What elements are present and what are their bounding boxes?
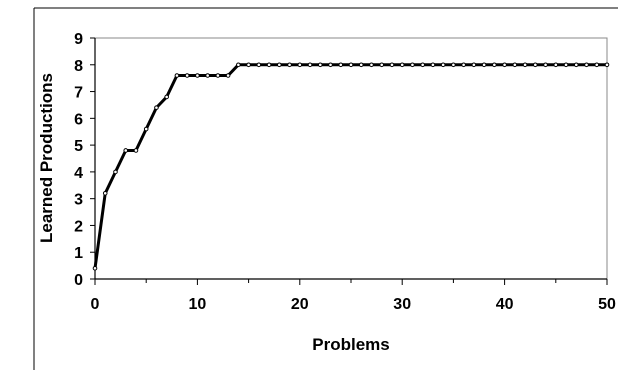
data-point	[133, 148, 139, 153]
data-point	[420, 62, 425, 68]
data-point	[471, 62, 477, 68]
data-point	[246, 62, 251, 68]
data-point	[492, 62, 497, 68]
y-tick-label: 6	[74, 111, 83, 128]
series-layer	[92, 62, 610, 271]
y-tick-label: 4	[74, 165, 83, 182]
data-point	[184, 73, 190, 78]
data-point	[553, 62, 559, 68]
data-point	[358, 62, 364, 68]
data-point	[461, 62, 466, 68]
x-tick-label: 40	[496, 296, 514, 313]
data-point	[225, 73, 231, 78]
y-tick-label: 0	[74, 272, 83, 289]
x-axis-title: Problems	[312, 335, 389, 354]
y-tick-label: 9	[74, 31, 83, 48]
data-point	[430, 62, 436, 68]
data-point	[512, 62, 518, 68]
data-point	[389, 62, 395, 68]
data-point	[236, 62, 241, 68]
data-point	[297, 62, 303, 68]
data-point	[440, 62, 446, 68]
data-point	[205, 73, 210, 78]
data-point	[369, 62, 374, 68]
data-point	[338, 62, 344, 68]
x-tick-label: 30	[393, 296, 411, 313]
data-point	[92, 265, 98, 271]
data-point	[113, 169, 118, 175]
y-tick-label: 2	[74, 218, 83, 235]
data-point	[154, 105, 159, 110]
y-tick-label: 7	[74, 85, 83, 102]
data-point	[594, 62, 600, 68]
y-tick-label: 1	[74, 245, 83, 262]
data-point	[379, 62, 385, 68]
data-point	[102, 191, 108, 196]
data-point	[287, 62, 292, 68]
data-point	[451, 62, 456, 68]
tick-marks	[90, 37, 608, 285]
data-point	[502, 62, 507, 68]
data-point	[410, 62, 415, 68]
y-tick-label: 8	[74, 58, 83, 75]
x-tick-label: 10	[189, 296, 207, 313]
data-point	[215, 73, 221, 78]
data-point	[266, 62, 272, 68]
data-point	[481, 62, 487, 68]
data-point	[328, 62, 333, 68]
x-tick-label: 0	[91, 296, 100, 313]
data-point	[604, 62, 610, 68]
y-tick-label: 5	[74, 138, 83, 155]
data-point	[348, 62, 354, 68]
data-point	[543, 62, 548, 68]
data-point	[584, 62, 589, 68]
data-point	[533, 62, 538, 68]
data-point	[123, 148, 129, 153]
y-axis-title: Learned Productions	[37, 73, 56, 243]
data-point	[174, 73, 180, 78]
data-point	[317, 62, 323, 68]
x-tick-label: 50	[598, 296, 616, 313]
data-point	[573, 62, 579, 68]
data-point	[307, 62, 313, 68]
tick-labels: 0 1 2 3 4 5 6 7 8 9 0 10 20 30 40 50	[74, 31, 616, 313]
data-point	[164, 94, 169, 100]
data-point	[522, 62, 528, 68]
data-point	[563, 62, 569, 68]
data-point	[256, 62, 262, 68]
data-point	[399, 62, 405, 68]
x-tick-label: 20	[291, 296, 309, 313]
data-point	[277, 62, 282, 68]
data-point	[143, 126, 149, 132]
y-tick-label: 3	[74, 192, 83, 209]
data-point	[195, 73, 200, 78]
